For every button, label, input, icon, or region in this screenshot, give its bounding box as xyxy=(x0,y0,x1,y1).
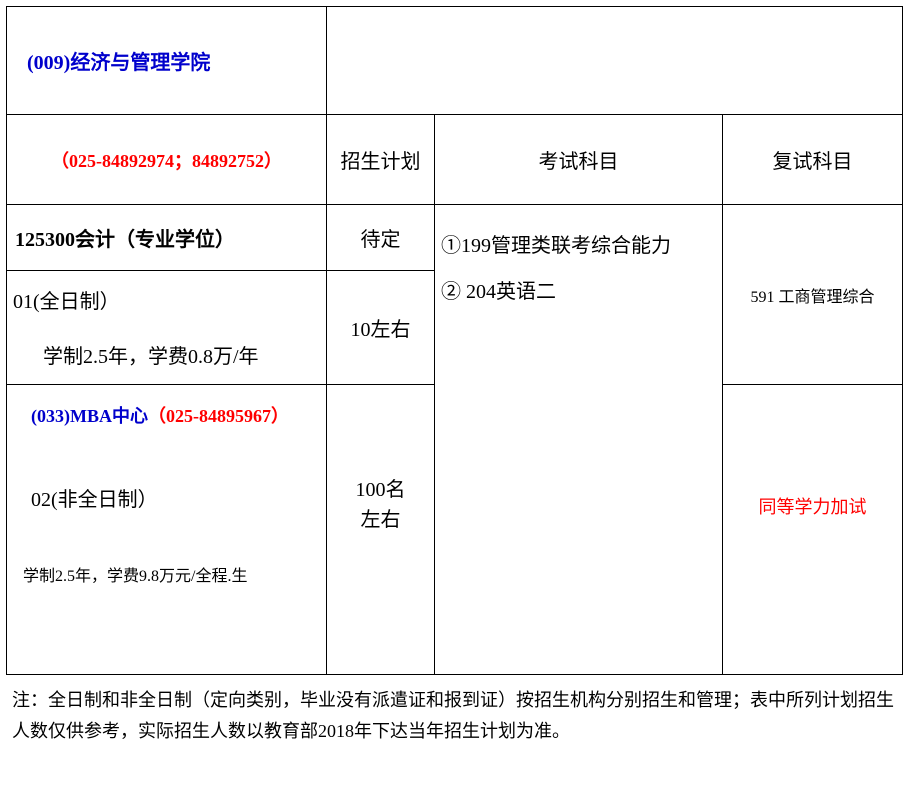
admissions-table: (009)经济与管理学院 （025-84892974；84892752） 招生计… xyxy=(6,6,903,675)
mba-quota: 100名 左右 xyxy=(327,385,435,675)
header-exam: 考试科目 xyxy=(435,115,723,205)
plan-tbd: 待定 xyxy=(327,205,435,271)
mba-retest-text: 同等学力加试 xyxy=(723,385,902,519)
row-program: 125300会计（专业学位） 待定 ①199管理类联考综合能力 ② 204英语二… xyxy=(7,205,903,271)
header-retest: 复试科目 xyxy=(723,115,903,205)
empty-top-right xyxy=(327,7,903,115)
header-plan: 招生计划 xyxy=(327,115,435,205)
exam-subjects: ①199管理类联考综合能力 ② 204英语二 xyxy=(435,205,723,675)
footnote: 注：全日制和非全日制（定向类别，毕业没有派遣证和报到证）按招生机构分别招生和管理… xyxy=(6,675,902,746)
exam-line-2: ② 204英语二 xyxy=(441,269,716,315)
mba-retest: 同等学力加试 xyxy=(723,385,903,675)
row-dept-title: (009)经济与管理学院 xyxy=(7,7,903,115)
retest-subject: 591 工商管理综合 xyxy=(723,205,903,385)
department-title: (009)经济与管理学院 xyxy=(7,7,327,115)
mba-quota-line-2: 左右 xyxy=(327,505,434,535)
row-headers: （025-84892974；84892752） 招生计划 考试科目 复试科目 xyxy=(7,115,903,205)
fulltime-tuition: 学制2.5年，学费0.8万/年 xyxy=(7,314,326,369)
mba-phone: （025-84895967） xyxy=(148,406,289,426)
program-code: 125300会计（专业学位） xyxy=(7,205,327,271)
mba-title: (033)MBA中心（025-84895967） xyxy=(7,385,326,433)
fulltime-quota: 10左右 xyxy=(327,271,435,385)
fulltime-cell: 01(全日制） 学制2.5年，学费0.8万/年 xyxy=(7,271,327,385)
fulltime-label: 01(全日制） xyxy=(7,271,326,314)
department-phone: （025-84892974；84892752） xyxy=(7,115,327,205)
mba-quota-line-1: 100名 xyxy=(327,475,434,505)
mba-title-prefix: (033)MBA中心 xyxy=(31,406,148,426)
mba-cell: (033)MBA中心（025-84895967） 02(非全日制） 学制2.5年… xyxy=(7,385,327,675)
mba-tuition: 学制2.5年，学费9.8万元/全程.生 xyxy=(7,512,326,586)
mba-parttime-label: 02(非全日制） xyxy=(7,433,326,512)
exam-line-1: ①199管理类联考综合能力 xyxy=(441,223,716,269)
